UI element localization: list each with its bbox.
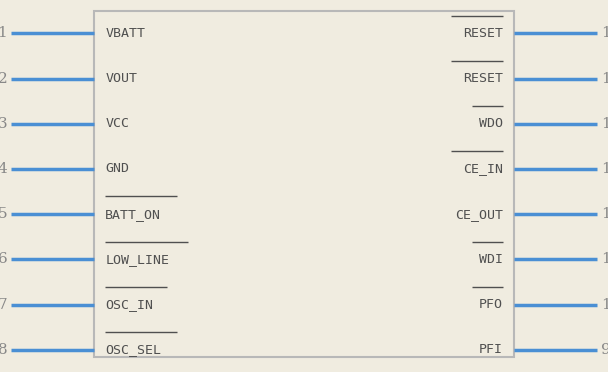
Text: 15: 15 <box>601 72 608 86</box>
Text: 6: 6 <box>0 252 7 266</box>
Text: CE_OUT: CE_OUT <box>455 208 503 221</box>
Bar <box>94 11 514 357</box>
Text: 3: 3 <box>0 117 7 131</box>
Text: RESET: RESET <box>463 27 503 40</box>
Text: 8: 8 <box>0 343 7 357</box>
Text: 14: 14 <box>601 117 608 131</box>
Text: VBATT: VBATT <box>105 27 145 40</box>
Text: BATT_ON: BATT_ON <box>105 208 161 221</box>
Text: WDI: WDI <box>479 253 503 266</box>
Text: 5: 5 <box>0 207 7 221</box>
Text: 10: 10 <box>601 298 608 311</box>
Text: PFI: PFI <box>479 343 503 356</box>
Text: OSC_SEL: OSC_SEL <box>105 343 161 356</box>
Text: GND: GND <box>105 163 129 176</box>
Text: 2: 2 <box>0 72 7 86</box>
Text: 1: 1 <box>0 26 7 41</box>
Text: RESET: RESET <box>463 72 503 85</box>
Text: 12: 12 <box>601 207 608 221</box>
Text: 9: 9 <box>601 343 608 357</box>
Text: 11: 11 <box>601 252 608 266</box>
Text: VCC: VCC <box>105 117 129 130</box>
Text: 7: 7 <box>0 298 7 311</box>
Text: WDO: WDO <box>479 117 503 130</box>
Text: 13: 13 <box>601 162 608 176</box>
Text: 16: 16 <box>601 26 608 41</box>
Text: CE_IN: CE_IN <box>463 163 503 176</box>
Text: OSC_IN: OSC_IN <box>105 298 153 311</box>
Text: VOUT: VOUT <box>105 72 137 85</box>
Text: LOW_LINE: LOW_LINE <box>105 253 169 266</box>
Text: PFO: PFO <box>479 298 503 311</box>
Text: 4: 4 <box>0 162 7 176</box>
